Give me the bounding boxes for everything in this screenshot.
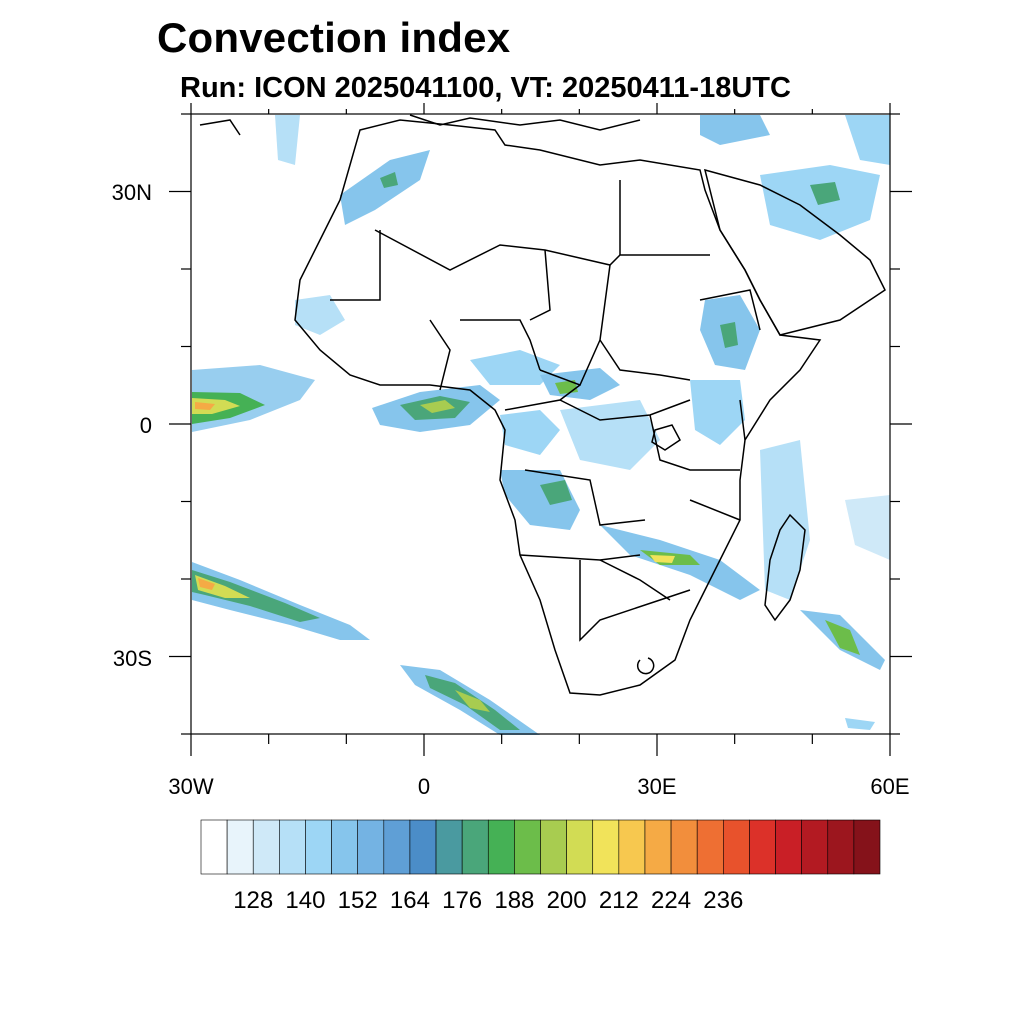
colorbar-swatch [853, 819, 881, 875]
axis-ticks [169, 103, 912, 756]
colorbar-label: 212 [598, 887, 639, 914]
colorbar-swatch [435, 819, 463, 875]
colorbar-swatch [592, 819, 620, 875]
colorbar-label: 200 [546, 887, 587, 914]
convection-patch [295, 295, 345, 335]
y-tick-label-30s: 30S [112, 646, 152, 671]
colorbar-swatch [723, 819, 750, 875]
y-tick-label-0: 0 [139, 413, 152, 438]
colorbar-swatch [566, 819, 594, 875]
convection-patch [845, 115, 890, 165]
convection-map [169, 103, 912, 756]
colorbar-swatch [383, 819, 411, 875]
convection-patch [760, 440, 810, 600]
country-border [579, 560, 691, 642]
colorbar-swatch [827, 819, 855, 875]
country-border [599, 264, 691, 381]
country-border [374, 229, 710, 271]
colorbar-swatch [540, 819, 567, 875]
country-border [460, 319, 541, 371]
convection-patch [825, 620, 860, 655]
colorbar-swatch [331, 819, 358, 875]
convection-patch [470, 350, 560, 385]
colorbar-label: 128 [233, 887, 274, 914]
colorbar-swatch [461, 819, 489, 875]
colorbar-swatch [801, 819, 829, 875]
country-border [739, 399, 746, 441]
convection-patch [845, 718, 875, 730]
country-border [330, 230, 381, 301]
colorbar-swatch [305, 819, 332, 875]
convection-field-layer [192, 115, 890, 735]
colorbar-label: 140 [285, 887, 326, 914]
convection-patch [455, 690, 490, 712]
madagascar-coastline [764, 513, 806, 622]
country-border [689, 499, 741, 521]
colorbar-label: 236 [703, 887, 744, 914]
convection-patch [195, 402, 215, 410]
colorbar-swatch [279, 819, 306, 875]
convection-patch [700, 115, 770, 145]
colorbar-swatch [252, 819, 280, 875]
x-tick-label-30e: 30E [637, 774, 677, 799]
country-border [599, 559, 671, 601]
africa-coastline [294, 119, 822, 696]
colorbar-swatch [409, 819, 437, 875]
colorbar-swatch [670, 819, 698, 875]
country-borders [199, 114, 886, 696]
country-border [559, 399, 691, 421]
x-tick-label-0: 0 [417, 774, 431, 799]
chart-title: Convection index [157, 14, 511, 61]
convection-patch [845, 495, 890, 560]
convection-patch [810, 182, 840, 205]
country-border [524, 469, 646, 526]
country-border [699, 289, 761, 331]
convection-patch [198, 578, 215, 590]
x-tick-label-60e: 60E [870, 774, 910, 799]
colorbar-swatch [514, 819, 541, 875]
convection-patch [275, 115, 300, 165]
colorbar-label: 176 [442, 887, 483, 914]
convection-patch [540, 480, 572, 505]
convection-patch [380, 172, 398, 188]
country-border [649, 414, 740, 471]
country-border [636, 657, 655, 675]
colorbar-swatch [487, 819, 515, 875]
colorbar-swatch [226, 819, 254, 875]
colorbar-swatch [644, 819, 672, 875]
country-border [529, 249, 551, 321]
colorbar-label: 224 [651, 887, 692, 914]
convection-patch [500, 410, 560, 455]
convection-patch [192, 398, 240, 414]
chart-subtitle: Run: ICON 2025041100, VT: 20250411-18UTC [180, 72, 791, 104]
country-border [429, 319, 451, 391]
lake-victoria [651, 424, 681, 451]
colorbar-swatch [749, 819, 776, 875]
europe-coastline [409, 114, 641, 131]
convection-patch [192, 570, 320, 622]
colorbar-label: 188 [494, 887, 535, 914]
colorbar-swatch [775, 819, 802, 875]
convection-patch [560, 400, 660, 470]
convection-patch [720, 322, 738, 348]
convection-patch [690, 380, 745, 445]
arabia-coastline [703, 168, 886, 336]
colorbar-swatch [200, 819, 228, 875]
colorbar-swatch [696, 819, 724, 875]
convection-patch [195, 575, 250, 598]
colorbar-swatch [618, 819, 646, 875]
y-tick-label-30n: 30N [111, 180, 152, 205]
colorbar-swatch [357, 819, 385, 875]
x-tick-label-30w: 30W [168, 774, 214, 799]
convection-patch [192, 562, 370, 640]
colorbar-label: 164 [389, 887, 430, 914]
convection-patch [650, 555, 675, 563]
convection-patch [420, 400, 455, 413]
europe-coastline [199, 119, 241, 136]
country-border [519, 554, 641, 561]
colorbar-label: 152 [337, 887, 378, 914]
